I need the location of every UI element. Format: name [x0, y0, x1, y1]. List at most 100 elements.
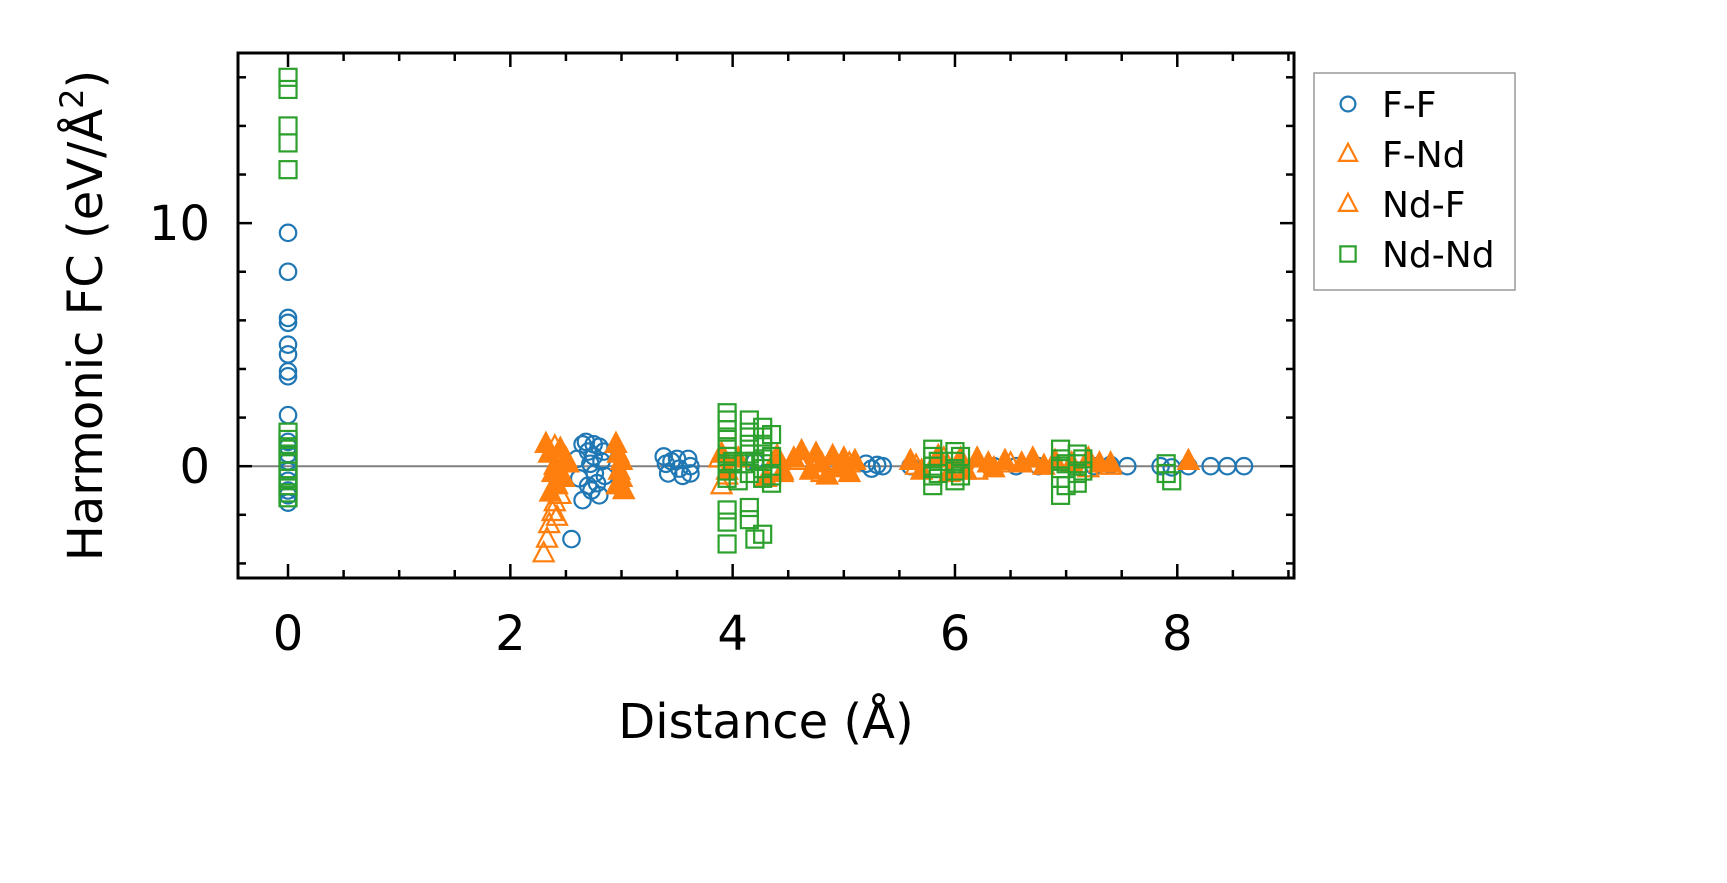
legend-box	[1313, 72, 1516, 291]
y-tick-label: 10	[149, 196, 210, 252]
data-point	[278, 223, 298, 243]
data-point	[537, 510, 562, 534]
plot-area	[238, 67, 1294, 563]
data-point	[950, 466, 971, 486]
data-point	[945, 461, 965, 481]
data-point	[681, 456, 700, 476]
x-tick-label: 2	[495, 606, 526, 662]
data-point	[761, 424, 782, 445]
data-point	[717, 500, 737, 520]
data-point	[923, 456, 943, 476]
legend-marker	[1337, 191, 1359, 212]
data-point	[734, 454, 754, 474]
data-point	[681, 464, 700, 483]
y-axis-label-close: )	[58, 70, 114, 89]
data-point	[658, 464, 678, 483]
data-point	[1067, 473, 1087, 493]
plot-frame	[236, 51, 1296, 580]
data-point	[717, 512, 737, 532]
data-point	[1050, 485, 1071, 505]
data-point	[1156, 463, 1176, 484]
data-point	[278, 362, 298, 381]
data-point	[1234, 456, 1254, 476]
data-point	[1151, 456, 1170, 476]
data-point	[589, 486, 609, 505]
data-point	[761, 446, 782, 467]
legend-label: Nd-Nd	[1382, 235, 1495, 276]
data-point	[739, 497, 759, 518]
data-point	[278, 79, 298, 100]
y-axis-label: Harmonic FC (eV/Å2)	[53, 70, 114, 562]
data-point	[789, 437, 814, 461]
data-point	[1056, 476, 1076, 496]
data-point	[717, 534, 737, 554]
data-point	[538, 479, 563, 502]
data-point	[1098, 450, 1123, 473]
data-point	[278, 133, 298, 153]
data-point	[1020, 445, 1045, 468]
legend-label: Nd-F	[1382, 185, 1465, 226]
data-point	[739, 410, 759, 430]
data-point	[278, 308, 298, 328]
data-point	[761, 473, 782, 493]
data-point	[945, 442, 965, 462]
data-point	[923, 466, 943, 486]
data-point	[278, 160, 298, 180]
data-point	[1162, 471, 1182, 491]
data-point	[1073, 461, 1093, 481]
y-axis-label-main: Harmonic FC (eV/Å	[57, 109, 114, 562]
data-point	[945, 451, 965, 471]
data-point	[278, 366, 298, 386]
x-tick-label: 4	[717, 606, 748, 662]
data-point	[837, 459, 862, 483]
data-point	[1067, 463, 1087, 484]
data-point	[556, 450, 580, 473]
data-point	[278, 335, 298, 354]
data-point	[278, 67, 298, 87]
data-point	[717, 410, 737, 430]
data-point	[551, 464, 576, 488]
data-point	[993, 447, 1017, 471]
data-point	[562, 529, 581, 549]
series-3	[534, 430, 1201, 502]
x-axis-label: Distance (Å)	[618, 693, 913, 750]
y-tick-label: 0	[179, 439, 210, 495]
data-point	[535, 525, 559, 548]
data-point	[873, 456, 893, 476]
data-point	[545, 503, 569, 526]
data-point	[739, 463, 759, 484]
data-point	[723, 451, 743, 471]
legend-marker	[1339, 95, 1357, 113]
legend-label: F-F	[1382, 85, 1436, 126]
data-point	[1067, 454, 1087, 474]
data-point	[739, 422, 759, 442]
legend-marker	[1339, 245, 1357, 263]
data-point	[843, 447, 867, 471]
series-4	[278, 67, 1182, 554]
data-point	[278, 262, 298, 282]
data-point	[1073, 449, 1093, 469]
data-point	[770, 459, 795, 483]
data-point	[278, 488, 298, 508]
data-point	[945, 471, 965, 491]
legend-marker	[1337, 141, 1359, 162]
x-tick-label: 6	[940, 606, 971, 662]
data-point	[531, 539, 556, 563]
x-tick-label: 8	[1162, 606, 1193, 662]
data-point	[576, 432, 596, 452]
tick-labels: 0 2 4 6 8 0 10	[149, 196, 1193, 662]
data-point	[739, 510, 759, 530]
data-point	[898, 447, 923, 471]
legend: F-F F-Nd Nd-F Nd-Nd	[1313, 72, 1516, 291]
legend-label: F-Nd	[1382, 135, 1465, 176]
data-point	[611, 476, 636, 500]
data-point	[717, 420, 737, 440]
data-point	[278, 313, 298, 333]
data-point	[753, 524, 773, 544]
data-point	[923, 476, 943, 496]
y-axis-label-superscript: 2	[53, 88, 91, 108]
data-point	[1176, 447, 1201, 471]
data-point	[950, 446, 971, 467]
x-tick-label: 0	[273, 606, 304, 662]
